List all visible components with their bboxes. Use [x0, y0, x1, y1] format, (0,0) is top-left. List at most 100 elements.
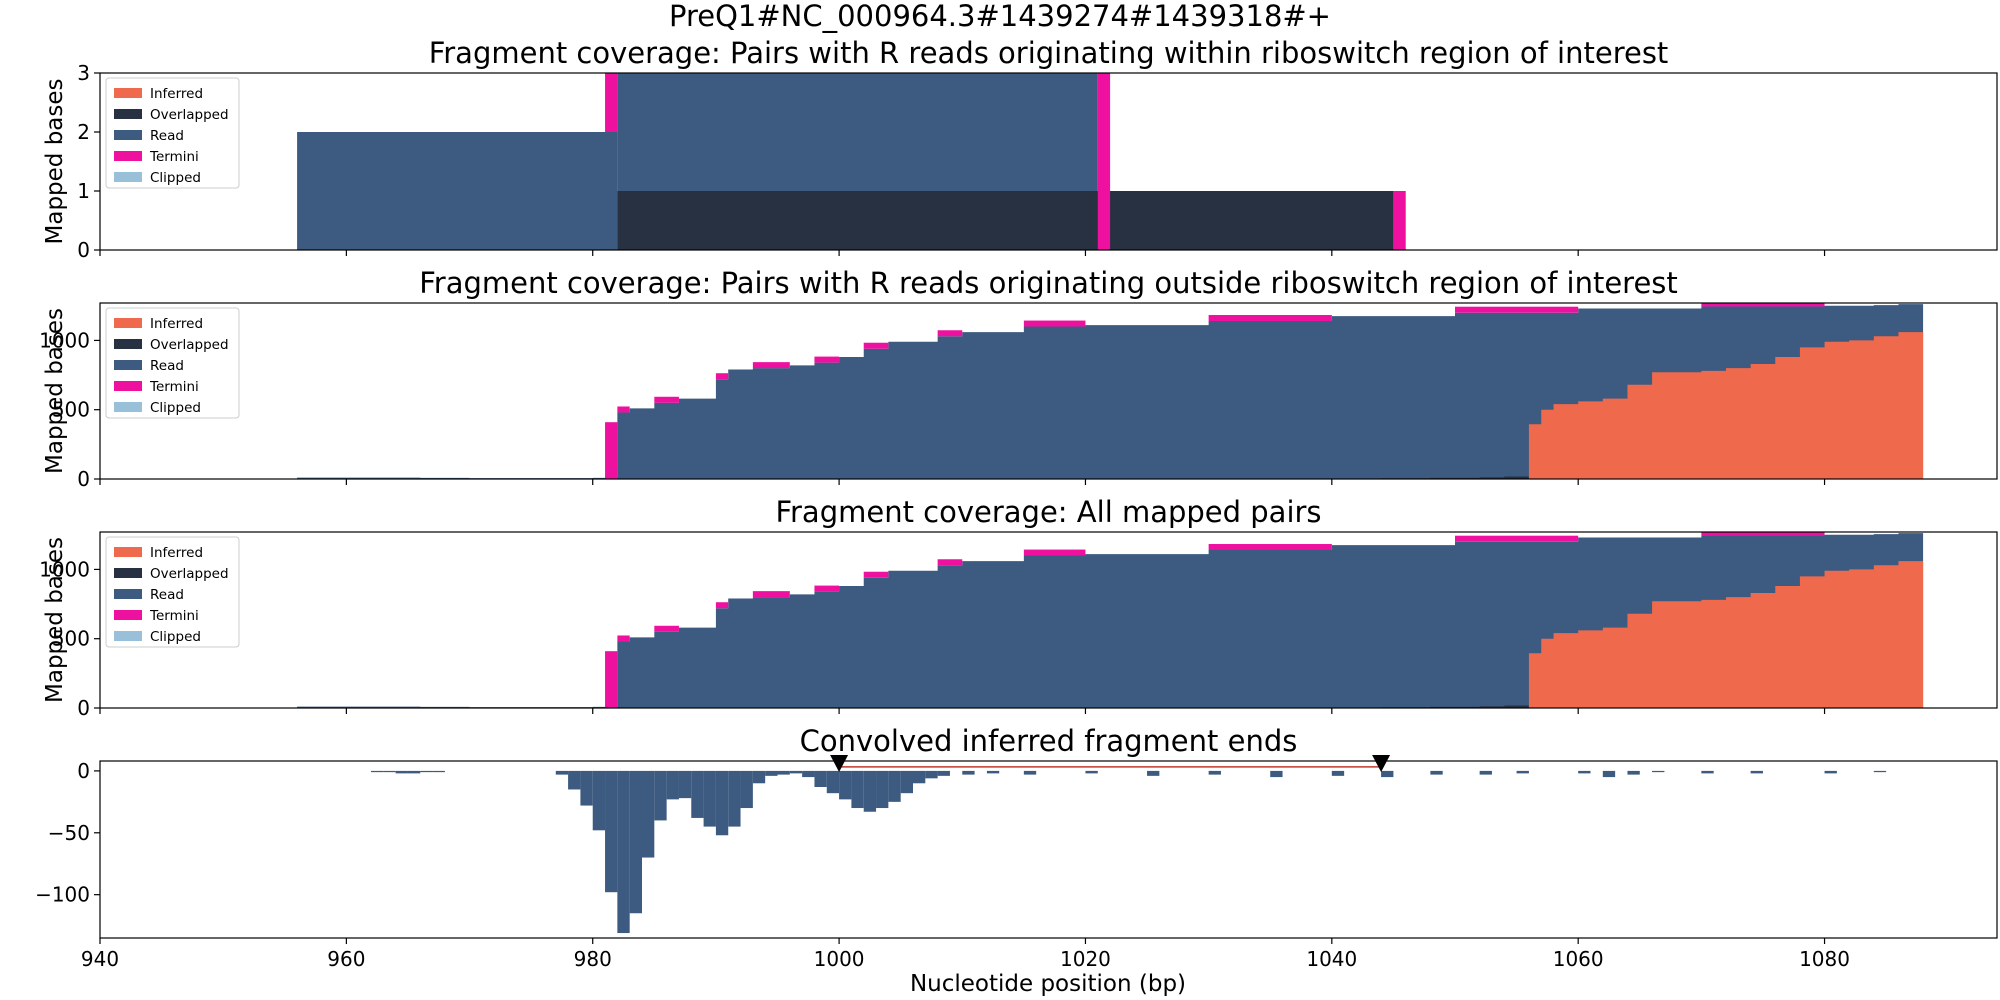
x-tick-label: 980: [574, 947, 612, 971]
y-axis-label: Mapped bases: [42, 78, 68, 244]
overlapped-segment-1: [617, 191, 1394, 250]
panel-title: Convolved inferred fragment ends: [800, 724, 1298, 758]
ends-bar-28: [814, 770, 827, 787]
y-tick-label: 1000: [39, 328, 90, 352]
x-tick-label: 940: [81, 947, 119, 971]
legend: Inferred Overlapped Read Termini Clipped: [105, 77, 240, 189]
ends-bar-8: [568, 770, 581, 790]
termini-cap-25: [1455, 535, 1579, 542]
ends-bar-31: [851, 770, 864, 809]
ends-bar-52: [1602, 770, 1616, 778]
termini-cap-19: [937, 330, 963, 337]
termini-cap-15: [814, 585, 840, 592]
region-marker-1: [830, 755, 849, 772]
ends-bar-20: [715, 770, 729, 836]
inferred-coverage: [1528, 561, 1924, 708]
legend-swatch-clipped: [114, 402, 142, 412]
ends-bar-9: [580, 770, 593, 806]
ends-bar-34: [888, 770, 901, 802]
panel-frame: [99, 302, 1998, 480]
overlapped-coverage: [1381, 705, 1529, 708]
legend-label-clipped: Clipped: [150, 629, 201, 645]
panel-3: Fragment coverage: All mapped pairs 0 500 1…: [39, 495, 1998, 720]
legend-swatch-overlapped: [114, 568, 142, 578]
panels: Fragment coverage: Pairs with R reads or…: [35, 36, 1998, 971]
y-tick-label: 0: [77, 696, 90, 720]
region-marker-2: [1372, 755, 1391, 772]
ends-bar-18: [691, 770, 704, 818]
y-tick-label: −100: [35, 883, 90, 907]
y-tick-label: 2: [77, 120, 90, 144]
ends-bar-45: [1270, 770, 1283, 778]
ends-bar-42: [1085, 770, 1098, 774]
ends-bar-2: [383, 770, 396, 773]
legend-swatch-read: [114, 130, 142, 140]
ends-bar-23: [752, 770, 766, 784]
ends-bar-7: [555, 770, 569, 775]
ends-bar-55: [1701, 770, 1714, 774]
ends-bar-47: [1381, 770, 1394, 778]
termini-segment-2: [1097, 73, 1111, 250]
x-tick-label: 1060: [1553, 947, 1604, 971]
ends-bar-37: [925, 770, 938, 779]
legend-label-overlapped: Overlapped: [150, 337, 229, 353]
x-tick-label: 1020: [1060, 947, 1111, 971]
ends-bar-11: [605, 770, 618, 893]
ends-bar-49: [1479, 770, 1492, 775]
ends-bar-48: [1430, 770, 1443, 775]
termini-bar: [605, 422, 618, 479]
legend-swatch-clipped: [114, 631, 142, 641]
termini-segment-1: [605, 73, 618, 132]
legend-label-read: Read: [150, 128, 184, 144]
ends-bar-35: [900, 770, 913, 794]
panel-2: Fragment coverage: Pairs with R reads or…: [39, 266, 1998, 491]
termini-cap-23: [1208, 315, 1332, 322]
termini-cap-15: [814, 356, 840, 363]
y-tick-label: 500: [52, 627, 90, 651]
legend-label-termini: Termini: [149, 149, 199, 165]
ends-bar-41: [1023, 770, 1037, 775]
panel-title: Fragment coverage: Pairs with R reads or…: [429, 36, 1669, 70]
legend-swatch-inferred: [114, 547, 142, 557]
ends-bar-1: [371, 770, 384, 773]
legend-swatch-termini: [114, 381, 142, 391]
plot-area: [297, 73, 1406, 250]
termini-cap-17: [863, 571, 889, 578]
legend: Inferred Overlapped Read Termini Clipped: [105, 536, 240, 648]
ends-bar-12: [617, 770, 630, 934]
ends-bar-57: [1824, 770, 1837, 774]
panel-frame: [99, 531, 1998, 709]
ends-bar-46: [1331, 770, 1345, 776]
ends-bar-33: [876, 770, 889, 809]
figure-suptitle: PreQ1#NC_000964.3#1439274#1439318#+: [669, 0, 1331, 33]
ends-bar-44: [1208, 770, 1221, 775]
termini-cap-9: [654, 396, 679, 403]
panel-4: Convolved inferred fragment ends 0 −50 −100…: [35, 724, 1998, 971]
legend-label-inferred: Inferred: [150, 545, 203, 561]
ends-bar-38: [937, 770, 950, 776]
legend-swatch-termini: [114, 151, 142, 161]
ends-bar-10: [592, 770, 606, 831]
termini-cap-11: [715, 602, 729, 609]
ends-bar-53: [1627, 770, 1640, 775]
termini-cap-27: [1701, 532, 1825, 536]
ends-bar-27: [802, 770, 815, 778]
plot-area: [371, 770, 1887, 934]
legend-swatch-read: [114, 589, 142, 599]
read-coverage: [297, 304, 1924, 479]
ends-bar-29: [826, 770, 840, 794]
legend-swatch-overlapped: [114, 339, 142, 349]
legend-swatch-read: [114, 360, 142, 370]
ends-bar-15: [654, 770, 667, 821]
ends-bar-5: [420, 770, 433, 773]
ends-bar-43: [1147, 770, 1160, 776]
plot-area: [297, 532, 1924, 708]
x-tick-label: 1080: [1799, 947, 1850, 971]
y-tick-label: 0: [77, 759, 90, 783]
x-tick-label: 1040: [1306, 947, 1357, 971]
ends-bar-36: [913, 770, 926, 784]
panel-frame: [99, 72, 1998, 251]
ends-bar-51: [1578, 770, 1591, 774]
ends-bar-3: [395, 770, 408, 774]
